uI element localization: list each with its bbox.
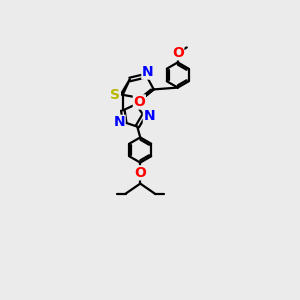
Text: N: N [142,65,154,79]
Text: S: S [110,88,120,101]
Text: O: O [134,166,146,180]
Text: O: O [134,95,145,109]
Text: N: N [143,109,155,122]
Text: N: N [113,116,125,129]
Text: O: O [172,46,184,60]
